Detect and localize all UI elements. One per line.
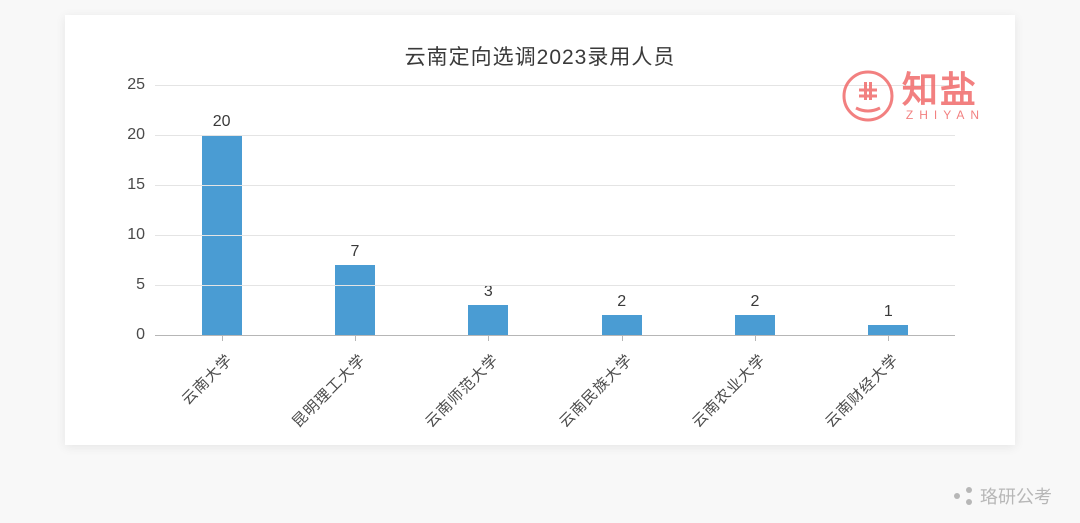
bar-value-label: 7 [335, 243, 375, 261]
bar-rect [735, 315, 775, 335]
bar: 3 [468, 305, 508, 335]
x-axis-line [155, 335, 955, 336]
bar-value-label: 1 [868, 303, 908, 321]
chart-title: 云南定向选调2023录用人员 [65, 41, 1015, 71]
x-tick-label: 云南大学 [176, 349, 236, 409]
x-tick [622, 335, 623, 341]
bar-container: 20 7 3 2 2 1 [155, 85, 955, 335]
watermark-logo-icon [842, 70, 894, 122]
x-tick [488, 335, 489, 341]
y-tick-label: 15 [127, 176, 145, 194]
share-source: 珞研公考 [952, 483, 1052, 509]
bar: 1 [868, 325, 908, 335]
x-tick [888, 335, 889, 341]
bar-rect [468, 305, 508, 335]
share-icon [952, 485, 974, 507]
y-tick-label: 10 [127, 226, 145, 244]
bar: 7 [335, 265, 375, 335]
bar-value-label: 20 [202, 113, 242, 131]
bar-rect [868, 325, 908, 335]
chart-card: 云南定向选调2023录用人员 20 7 3 2 2 1 0 5 10 15 20 25 云南大学昆明理… [65, 15, 1015, 445]
y-tick-label: 20 [127, 126, 145, 144]
grid-line [155, 285, 955, 286]
x-tick-label: 昆明理工大学 [287, 349, 370, 432]
x-tick [222, 335, 223, 341]
y-tick-label: 5 [136, 276, 145, 294]
watermark-text: 知盐 ZHIYAN [902, 71, 985, 121]
x-tick [755, 335, 756, 341]
share-label: 珞研公考 [980, 483, 1052, 509]
y-tick-label: 0 [136, 326, 145, 344]
x-tick-label: 云南民族大学 [554, 349, 637, 432]
bar-value-label: 2 [735, 293, 775, 311]
bar-rect [335, 265, 375, 335]
x-tick-label: 云南师范大学 [420, 349, 503, 432]
y-tick-label: 25 [127, 76, 145, 94]
bar: 2 [602, 315, 642, 335]
watermark-label-zh: 知盐 [902, 71, 985, 109]
grid-line [155, 235, 955, 236]
watermark-label-en: ZHIYAN [906, 109, 985, 122]
bar: 2 [735, 315, 775, 335]
grid-line [155, 135, 955, 136]
x-tick-label: 云南财经大学 [820, 349, 903, 432]
watermark: 知盐 ZHIYAN [842, 70, 985, 122]
bar-value-label: 2 [602, 293, 642, 311]
grid-line [155, 85, 955, 86]
chart-plot-area: 2073221 0510152025云南大学昆明理工大学云南师范大学云南民族大学… [155, 85, 955, 335]
x-tick-label: 云南农业大学 [687, 349, 770, 432]
bar-rect [602, 315, 642, 335]
grid-line [155, 185, 955, 186]
x-tick [355, 335, 356, 341]
